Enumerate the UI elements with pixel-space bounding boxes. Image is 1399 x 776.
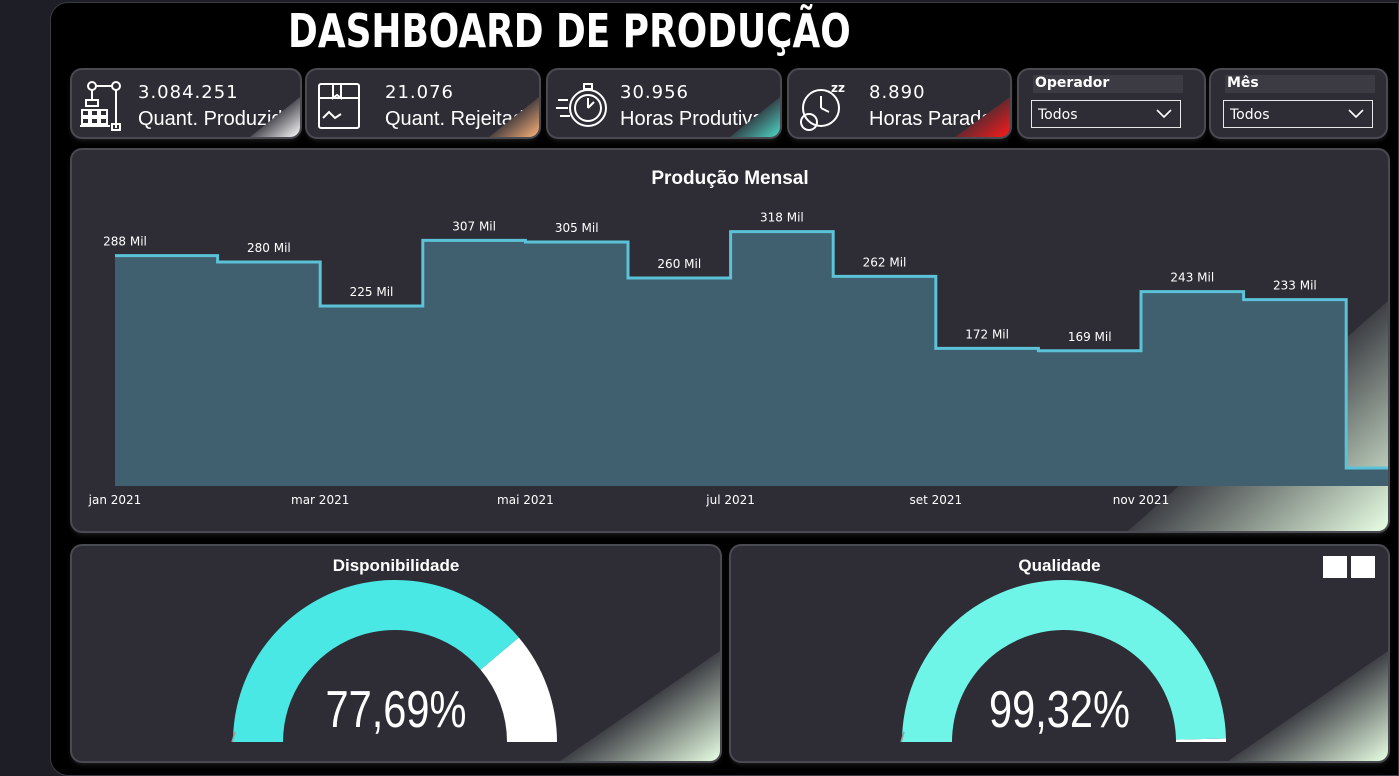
gauge-fill [233, 580, 519, 742]
x-tick-label: jan 2021 [88, 493, 142, 507]
gauge-min-marker [900, 731, 905, 743]
operador-select[interactable]: Todos [1031, 100, 1181, 128]
gauge-value: 99,32% [988, 681, 1131, 739]
filter-operador[interactable]: Operador Todos [1019, 70, 1204, 137]
gauge-track [1175, 738, 1226, 742]
data-label: 225 Mil [350, 285, 394, 299]
kpi-card-horas-paradas[interactable]: zz 8.890 Horas Paradas [789, 70, 1010, 137]
gauge-disponibilidade [231, 580, 557, 743]
sleep-clock-icon: zz [800, 81, 845, 131]
gauge-value: 77,69% [325, 681, 467, 739]
gauge-qualidade [900, 579, 1226, 743]
data-label: 307 Mil [452, 219, 496, 233]
data-label: 172 Mil [965, 327, 1009, 341]
factory-robot-icon [80, 81, 121, 131]
filter-mes[interactable]: Mês Todos [1211, 70, 1386, 137]
gauge-title: Qualidade [1018, 556, 1101, 575]
area-chart-plot: 288 Mil 280 Mil 225 Mil 307 Mil 305 Mil 260 M… [88, 211, 1388, 507]
x-tick-label: mar 2021 [291, 493, 349, 507]
data-label: 318 Mil [760, 211, 804, 225]
area-fill [115, 231, 1388, 486]
focus-mode-button[interactable] [1323, 556, 1347, 578]
kpi-card-quant-produzida[interactable]: 3.084.251 Quant. Produzida [72, 70, 300, 137]
filter-label: Operador [1033, 75, 1183, 93]
chevron-down-icon [1348, 109, 1364, 119]
gauge-fill [902, 579, 1226, 742]
svg-text:zz: zz [831, 81, 845, 95]
select-value: Todos [1230, 107, 1270, 123]
dashboard-title: DASHBOARD DE PRODUÇÃO [288, 4, 851, 58]
box-icon [318, 83, 360, 129]
kpi-value: 8.890 [869, 82, 926, 103]
chart-producao-mensal: Produção Mensal 288 Mil 280 Mil 225 Mil 307… [72, 150, 1388, 531]
x-tick-label: jul 2021 [705, 493, 755, 507]
data-label: 262 Mil [863, 255, 907, 269]
gauge-card-disponibilidade: Disponibilidade 77,69% [72, 546, 720, 761]
x-tick-label: nov 2021 [1113, 493, 1169, 507]
data-label: 233 Mil [1273, 279, 1317, 293]
series-line [115, 230, 1388, 470]
data-label: 288 Mil [103, 235, 147, 249]
stopwatch-icon [556, 83, 607, 127]
kpi-label: Horas Produtivas [620, 108, 774, 130]
kpi-value: 30.956 [620, 82, 689, 103]
gauge-card-qualidade: Qualidade 99,32% [731, 546, 1388, 761]
mes-select[interactable]: Todos [1223, 100, 1373, 128]
kpi-label: Quant. Produzida [138, 108, 294, 130]
filter-label: Mês [1225, 75, 1375, 93]
more-options-button[interactable] [1351, 556, 1375, 578]
gauge-track [480, 637, 557, 742]
x-tick-label: mai 2021 [497, 493, 554, 507]
kpi-card-horas-produtivas[interactable]: 30.956 Horas Produtivas [548, 70, 780, 137]
data-label: 169 Mil [1068, 330, 1112, 344]
x-tick-label: set 2021 [909, 493, 962, 507]
data-label: 260 Mil [657, 257, 701, 271]
data-label: 243 Mil [1170, 271, 1214, 285]
kpi-value: 3.084.251 [138, 82, 239, 103]
kpi-card-quant-rejeitada[interactable]: 21.076 Quant. Rejeitada [307, 70, 539, 137]
chart-title: Produção Mensal [651, 168, 809, 189]
select-value: Todos [1038, 107, 1078, 123]
kpi-value: 21.076 [385, 82, 454, 103]
gauge-title: Disponibilidade [332, 556, 460, 575]
kpi-label: Quant. Rejeitada [385, 108, 536, 130]
data-label: 305 Mil [555, 221, 599, 235]
chevron-down-icon [1156, 109, 1172, 119]
kpi-label: Horas Paradas [869, 108, 1003, 130]
gauge-min-marker [231, 731, 236, 743]
data-label: 280 Mil [247, 241, 291, 255]
